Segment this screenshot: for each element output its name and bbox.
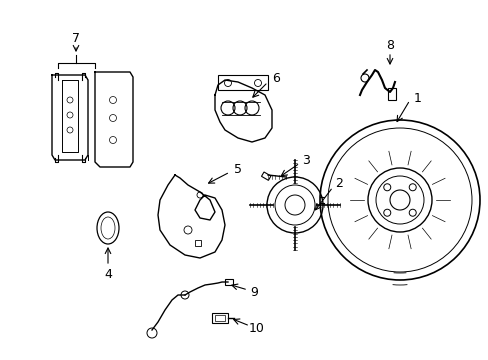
Bar [215,315,224,321]
Bar [212,313,227,323]
Bar [387,88,395,100]
Text: 6: 6 [271,72,279,85]
Bar [195,240,201,246]
Bar [218,75,267,90]
Text: 4: 4 [104,267,112,280]
Text: 9: 9 [249,285,257,298]
Text: 3: 3 [302,153,309,166]
Bar [261,172,270,180]
Text: 5: 5 [234,162,242,176]
Text: 8: 8 [385,39,393,51]
Text: 1: 1 [413,91,421,104]
Text: 2: 2 [334,176,342,189]
Bar [224,279,232,285]
Text: 7: 7 [72,32,80,45]
Text: 10: 10 [248,321,264,334]
